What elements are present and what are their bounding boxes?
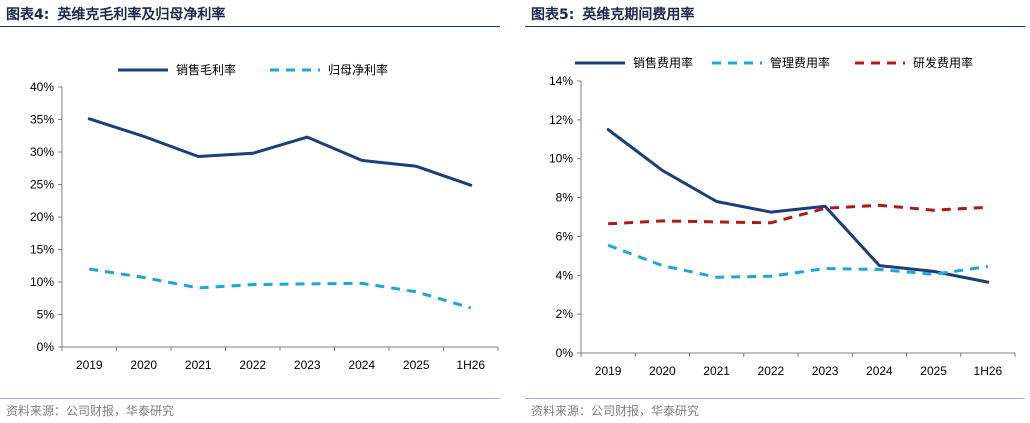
x-tick-label: 2022 [758,364,785,375]
x-tick-label: 2019 [595,364,622,375]
x-tick-label: 2024 [348,358,375,372]
series-line-2 [89,267,472,310]
figure-title: 图表5: 英维克期间费用率 [531,4,694,24]
y-tick-label: 35% [30,113,54,127]
line-chart-expense-ratios: 0% 2% 4% 6% 8% 10% 12% 14% 2019 2020 2021 2022 2023 2… [549,55,1016,375]
x-tick-label: 2022 [239,358,266,372]
figure-title-text: 英维克期间费用率 [582,7,695,23]
x-tick-label: 2020 [130,358,157,372]
x-tick-label: 2021 [185,358,212,372]
y-tick-label: 12% [549,113,573,127]
legend-label-1: 销售费用率 [633,55,693,70]
y-tick-label: 10% [549,152,573,166]
x-tick-label: 2023 [812,364,839,375]
x-tick-label: 1H26 [974,364,1003,375]
figure-number: 图表5: [531,7,575,23]
x-tick-label: 2023 [294,358,321,372]
x-tick-label: 1H26 [456,358,485,372]
line-chart-margins: 0% 5% 10% 15% 20% 25% 30% 35% 40% 2019 2020 2021 202… [30,62,499,372]
y-tick-label: 20% [30,210,54,224]
source-divider [525,398,1025,399]
x-tick-label: 2021 [703,364,730,375]
source-note: 资料来源：公司财报，华泰研究 [6,404,175,418]
y-tick-label: 2% [556,307,574,321]
title-divider [525,26,1025,27]
figure-title-text: 英维克毛利率及归母净利率 [57,7,226,23]
x-tick-label: 2025 [403,358,430,372]
y-tick-label: 15% [30,243,54,257]
y-tick-label: 0% [37,340,55,354]
chart-panel-expense-ratios: 图表5: 英维克期间费用率 0% 2% 4% 6% 8% 10% 12% 14% 2019 2020… [525,0,1030,423]
source-divider [0,398,500,399]
y-tick-label: 14% [549,74,573,88]
y-tick-label: 6% [556,229,574,243]
x-tick-label: 2024 [866,364,893,375]
series-line-1 [87,117,473,187]
legend-label-2: 归母净利率 [328,62,388,77]
y-tick-label: 4% [556,268,574,282]
y-tick-label: 30% [30,145,54,159]
x-tick-label: 2019 [76,358,103,372]
y-tick-label: 10% [30,275,54,289]
y-tick-label: 40% [30,80,54,94]
y-tick-label: 0% [556,346,574,360]
figure-number: 图表4: [6,7,50,23]
legend-label-3: 研发费用率 [913,55,973,70]
x-tick-label: 2020 [649,364,676,375]
figure-title: 图表4: 英维克毛利率及归母净利率 [6,4,225,24]
title-divider [0,26,500,27]
y-tick-label: 5% [37,308,55,322]
series-line-1 [606,128,990,284]
y-tick-label: 25% [30,178,54,192]
legend-label-2: 管理费用率 [770,55,830,70]
source-note: 资料来源：公司财报，华泰研究 [531,404,700,418]
legend-label-1: 销售毛利率 [176,62,236,77]
x-tick-label: 2025 [920,364,947,375]
chart-panel-gross-net-margin: 图表4: 英维克毛利率及归母净利率 0% 5% 10% 15% 20% 25% 30% 35% 4… [0,0,505,423]
y-tick-label: 8% [556,191,574,205]
series-line-2 [607,243,989,279]
